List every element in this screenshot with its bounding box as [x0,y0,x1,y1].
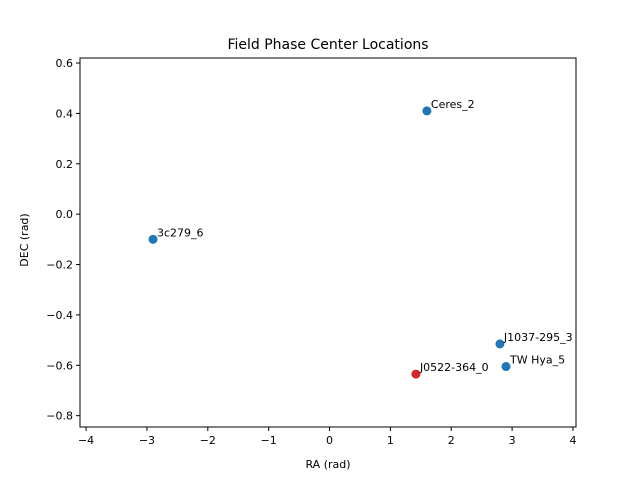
x-tick-label: −3 [139,434,155,447]
point-label: TW Hya_5 [509,354,565,367]
y-tick-label: −0.2 [46,259,73,272]
data-point [501,362,511,372]
plot-area: −4 −3 −2 −1 0 1 2 3 4 −0.8 −0.6 −0.4 −0.2 0.0 0.2 0.4 0.… [46,57,577,447]
y-axis-label: DEC (rad) [18,213,31,266]
point-label: J1037-295_3 [503,331,573,344]
y-tick-label: 0.6 [56,57,74,70]
x-tick-label: −2 [200,434,216,447]
point-label: Ceres_2 [431,98,475,111]
point-label: 3c279_6 [157,226,204,239]
data-point [422,106,432,116]
x-tick-label: 2 [448,434,455,447]
data-point [495,339,505,349]
x-tick-label: 4 [569,434,576,447]
chart-title: Field Phase Center Locations [227,37,428,53]
y-tick-label: −0.6 [46,359,73,372]
y-tick-label: 0.0 [56,208,74,221]
x-tick-label: 1 [387,434,394,447]
y-tick-label: −0.4 [46,309,73,322]
x-tick-label: −1 [261,434,277,447]
y-tick-label: −0.8 [46,410,73,423]
x-axis-label: RA (rad) [305,458,350,471]
plot-frame [79,57,577,428]
y-tick-label: 0.4 [56,107,74,120]
x-tick-label: 0 [326,434,333,447]
data-point [411,369,421,379]
data-point [148,234,158,244]
x-tick-label: −4 [78,434,94,447]
y-tick-label: 0.2 [56,158,74,171]
x-tick-label: 3 [509,434,516,447]
point-label: J0522-364_0 [419,361,489,374]
